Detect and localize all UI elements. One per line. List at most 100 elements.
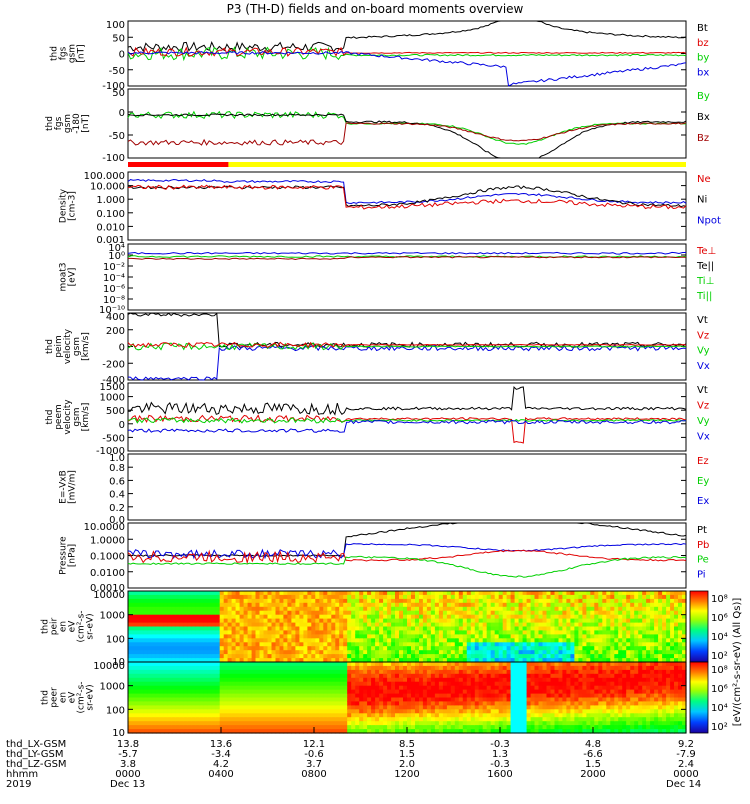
spectrogram-cell bbox=[256, 670, 261, 675]
spectrogram-cell bbox=[188, 662, 193, 667]
spectrogram-cell bbox=[527, 701, 532, 706]
spectrogram-cell bbox=[367, 698, 372, 703]
spectrogram-cell bbox=[443, 698, 448, 703]
spectrogram-cell bbox=[379, 607, 384, 612]
spectrogram-cell bbox=[566, 642, 571, 647]
spectrogram-cell bbox=[606, 686, 611, 691]
spectrogram-cell bbox=[208, 642, 213, 647]
spectrogram-cell bbox=[172, 666, 177, 671]
spectrogram-cell bbox=[176, 599, 181, 604]
spectrogram-cell bbox=[435, 599, 440, 604]
spectrogram-cell bbox=[347, 638, 352, 643]
spectrogram-cell bbox=[192, 713, 197, 718]
spectrogram-cell bbox=[387, 591, 392, 596]
spectrogram-cell bbox=[606, 630, 611, 635]
spectrogram-cell bbox=[543, 666, 548, 671]
spectrogram-cell bbox=[136, 607, 141, 612]
spectrogram-cell bbox=[622, 630, 627, 635]
spectrogram-cell bbox=[423, 630, 428, 635]
spectrogram-cell bbox=[535, 666, 540, 671]
spectrogram-cell bbox=[515, 654, 520, 659]
spectrogram-cell bbox=[598, 599, 603, 604]
spectrogram-cell bbox=[543, 709, 548, 714]
spectrogram-cell bbox=[152, 607, 157, 612]
spectrogram-cell bbox=[439, 721, 444, 726]
spectrogram-cell bbox=[455, 686, 460, 691]
spectrogram-cell bbox=[287, 634, 292, 639]
spectrogram-cell bbox=[606, 670, 611, 675]
spectrogram-cell bbox=[200, 694, 205, 699]
spectrogram-cell bbox=[367, 662, 372, 667]
spectrogram-cell bbox=[455, 654, 460, 659]
spectrogram-cell bbox=[323, 674, 328, 679]
spectrogram-cell bbox=[268, 686, 273, 691]
spectrogram-cell bbox=[654, 607, 659, 612]
spectrogram-cell bbox=[451, 717, 456, 722]
y-tick-label: 0 bbox=[119, 50, 125, 61]
spectrogram-cell bbox=[359, 634, 364, 639]
spectrogram-cell bbox=[236, 611, 241, 616]
spectrogram-cell bbox=[455, 713, 460, 718]
spectrogram-cell bbox=[236, 638, 241, 643]
spectrogram-cell bbox=[128, 650, 133, 655]
spectrogram-cell bbox=[355, 725, 360, 730]
spectrogram-cell bbox=[188, 670, 193, 675]
spectrogram-cell bbox=[594, 599, 599, 604]
spectrogram-cell bbox=[499, 646, 504, 651]
spectrogram-cell bbox=[427, 725, 432, 730]
spectrogram-cell bbox=[415, 630, 420, 635]
spectrogram-cell bbox=[626, 638, 631, 643]
spectrogram-cell bbox=[431, 642, 436, 647]
spectrogram-cell bbox=[658, 603, 663, 608]
spectrogram-cell bbox=[236, 686, 241, 691]
spectrogram-cell bbox=[499, 662, 504, 667]
spectrogram-cell bbox=[208, 646, 213, 651]
spectrogram-cell bbox=[654, 630, 659, 635]
spectrogram-cell bbox=[192, 670, 197, 675]
spectrogram-cell bbox=[594, 638, 599, 643]
spectrogram-cell bbox=[339, 713, 344, 718]
y-tick-label: 10.0000 bbox=[84, 522, 125, 533]
spectrogram-cell bbox=[626, 615, 631, 620]
spectrogram-cell bbox=[268, 646, 273, 651]
spectrogram-cell bbox=[355, 650, 360, 655]
spectrogram-cell bbox=[260, 678, 265, 683]
spectrogram-cell bbox=[256, 674, 261, 679]
spectrogram-cell bbox=[519, 627, 524, 632]
spectrogram-cell bbox=[407, 682, 412, 687]
spectrogram-cell bbox=[487, 698, 492, 703]
spectrogram-cell bbox=[291, 654, 296, 659]
spectrogram-cell bbox=[355, 709, 360, 714]
spectrogram-cell bbox=[427, 709, 432, 714]
spectrogram-cell bbox=[423, 690, 428, 695]
spectrogram-cell bbox=[188, 717, 193, 722]
spectrogram-cell bbox=[610, 642, 615, 647]
spectrogram-cell bbox=[260, 686, 265, 691]
spectrogram-cell bbox=[606, 721, 611, 726]
spectrogram-cell bbox=[562, 717, 567, 722]
spectrogram-cell bbox=[180, 670, 185, 675]
spectrogram-cell bbox=[471, 670, 476, 675]
spectrogram-cell bbox=[551, 619, 556, 624]
spectrogram-cell bbox=[439, 623, 444, 628]
spectrogram-cell bbox=[507, 615, 512, 620]
spectrogram-cell bbox=[479, 690, 484, 695]
spectrogram-cell bbox=[287, 646, 292, 651]
spectrogram-cell bbox=[455, 634, 460, 639]
spectrogram-cell bbox=[367, 603, 372, 608]
spectrogram-cell bbox=[287, 694, 292, 699]
spectrogram-cell bbox=[383, 725, 388, 730]
spectrogram-cell bbox=[160, 615, 165, 620]
spectrogram-cell bbox=[355, 694, 360, 699]
spectrogram-cell bbox=[184, 717, 189, 722]
spectrogram-cell bbox=[276, 709, 281, 714]
spectrogram-cell bbox=[562, 615, 567, 620]
spectrogram-cell bbox=[200, 713, 205, 718]
spectrogram-cell bbox=[395, 682, 400, 687]
spectrogram-cell bbox=[483, 662, 488, 667]
spectrogram-cell bbox=[499, 623, 504, 628]
spectrogram-cell bbox=[180, 705, 185, 710]
spectrogram-cell bbox=[479, 721, 484, 726]
spectrogram-cell bbox=[272, 607, 277, 612]
spectrogram-cell bbox=[658, 638, 663, 643]
